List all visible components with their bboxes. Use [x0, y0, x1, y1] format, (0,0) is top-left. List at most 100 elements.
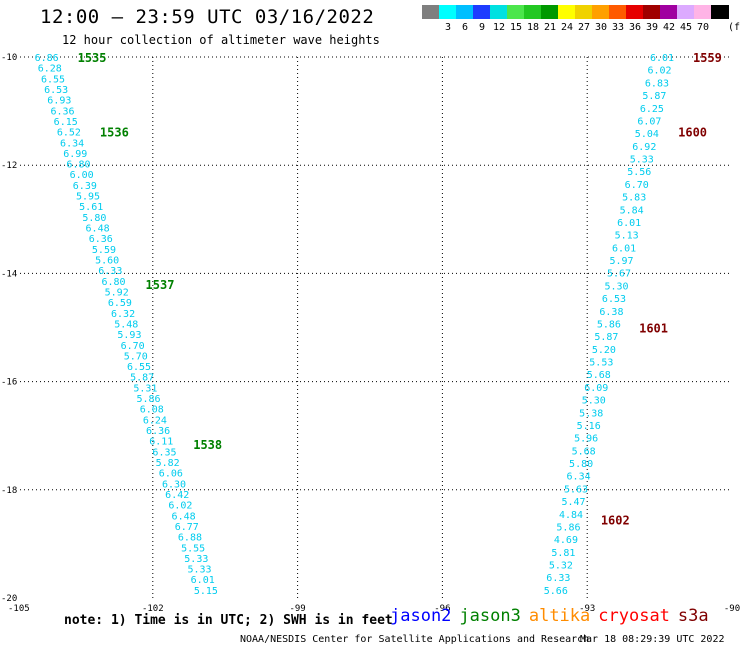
swh-value: 6.42	[165, 490, 189, 501]
swh-value: 5.63	[564, 484, 588, 495]
y-tick-label: -18	[1, 486, 17, 496]
swh-value: 5.68	[587, 370, 611, 381]
color-swatch	[575, 5, 593, 19]
swh-value: 5.82	[156, 458, 180, 469]
swh-value: 6.00	[70, 170, 94, 181]
color-swatch	[456, 5, 474, 19]
swh-value: 6.38	[599, 307, 623, 318]
swh-value: 5.96	[574, 434, 598, 445]
swh-value: 6.33	[546, 573, 570, 584]
swh-value: 6.01	[612, 243, 636, 254]
pass-time-label: 1601	[639, 322, 668, 336]
legend-entry: cryosat	[598, 606, 670, 626]
swh-value: 6.36	[146, 426, 170, 437]
color-scale-label: 21	[543, 22, 557, 33]
swh-value: 5.70	[124, 351, 148, 362]
swh-value: 5.33	[184, 554, 208, 565]
footer-timestamp: Mar 18 08:29:39 UTC 2022	[580, 634, 725, 645]
swh-value: 6.11	[149, 437, 173, 448]
swh-value: 5.66	[544, 586, 568, 597]
pass-time-label: 1535	[78, 51, 107, 65]
color-swatch	[473, 5, 491, 19]
swh-value: 5.87	[130, 373, 154, 384]
pass-time-label: 1602	[601, 514, 630, 528]
color-scale-label: 27	[577, 22, 591, 33]
swh-value: 6.48	[86, 224, 110, 235]
color-scale-label: 6	[461, 22, 469, 33]
x-tick-label: -96	[434, 604, 450, 612]
swh-value: 6.15	[54, 117, 78, 128]
color-swatch	[541, 5, 559, 19]
swh-value: 5.53	[589, 358, 613, 369]
color-scale-label: 24	[560, 22, 574, 33]
swh-value: 6.88	[178, 533, 202, 544]
swh-value: 5.56	[627, 167, 651, 178]
swh-value: 6.86	[35, 53, 59, 64]
swh-value: 5.59	[92, 245, 116, 256]
swh-value: 5.31	[133, 383, 157, 394]
swh-value: 5.81	[551, 548, 575, 559]
swh-value: 6.53	[602, 294, 626, 305]
color-scale-unit: (ft)	[728, 22, 740, 33]
color-swatch	[422, 5, 440, 19]
swh-value: 5.80	[569, 459, 593, 470]
x-tick-label: -90	[724, 604, 740, 612]
color-scale-label: 3	[444, 22, 452, 33]
swh-value: 5.61	[79, 202, 103, 213]
swh-value: 6.33	[98, 266, 122, 277]
color-scale-label: 45	[679, 22, 693, 33]
color-scale-label: 39	[645, 22, 659, 33]
x-tick-label: -105	[8, 604, 30, 612]
altimeter-map: -105 -102 -99 -96 -93 -90 -10 -12 -14 -16 -18 -20 6.…	[1, 51, 740, 612]
x-tick-label: -102	[142, 604, 164, 612]
swh-value: 5.97	[610, 256, 634, 267]
swh-value: 5.32	[549, 561, 573, 572]
swh-value: 6.70	[625, 180, 649, 191]
swh-value: 6.36	[50, 106, 74, 117]
swh-value: 6.28	[38, 64, 62, 75]
swh-value: 6.39	[73, 181, 97, 192]
legend-entry: altika	[528, 606, 591, 626]
x-tick-label: -93	[579, 604, 595, 612]
swh-value: 5.80	[82, 213, 106, 224]
color-scale-label: 9	[478, 22, 486, 33]
y-tick-label: -14	[1, 269, 17, 279]
color-swatch	[677, 5, 695, 19]
color-scale-label: 30	[594, 22, 608, 33]
swh-value: 6.34	[567, 472, 591, 483]
swh-value: 5.13	[615, 231, 639, 242]
swh-value: 5.87	[642, 91, 666, 102]
swh-value: 6.48	[172, 511, 196, 522]
swh-value: 6.07	[637, 116, 661, 127]
map-title: 12:00 – 23:59 UTC 03/16/2022	[40, 6, 375, 28]
swh-value: 5.04	[635, 129, 659, 140]
map-subtitle: 12 hour collection of altimeter wave hei…	[62, 33, 380, 47]
swh-value: 6.01	[191, 575, 215, 586]
swh-value: 5.15	[194, 586, 218, 597]
y-tick-label: -10	[1, 53, 17, 63]
color-scale-label: 18	[526, 22, 540, 33]
color-scale-label: 42	[662, 22, 676, 33]
swh-value: 6.36	[89, 234, 113, 245]
swh-value: 6.34	[60, 138, 84, 149]
color-scale-label: 12	[492, 22, 506, 33]
color-swatch	[439, 5, 457, 19]
legend-entry: jason3	[459, 606, 521, 626]
swh-value: 6.06	[159, 469, 183, 480]
color-swatch	[507, 5, 525, 19]
swh-value: 5.60	[95, 255, 119, 266]
pass-time-label: 1537	[146, 278, 175, 292]
swh-value: 5.86	[556, 522, 580, 533]
color-swatch	[490, 5, 508, 19]
swh-value: 5.68	[572, 446, 596, 457]
swh-value: 5.30	[604, 281, 628, 292]
x-tick-label: -99	[289, 604, 305, 612]
color-scale-label: 70	[696, 22, 710, 33]
color-swatch	[643, 5, 661, 19]
color-swatch	[711, 5, 729, 19]
swh-value: 6.53	[44, 85, 68, 96]
swh-value: 6.24	[143, 415, 167, 426]
y-tick-label: -12	[1, 161, 17, 171]
swh-value: 5.67	[607, 269, 631, 280]
swh-value: 6.52	[57, 128, 81, 139]
